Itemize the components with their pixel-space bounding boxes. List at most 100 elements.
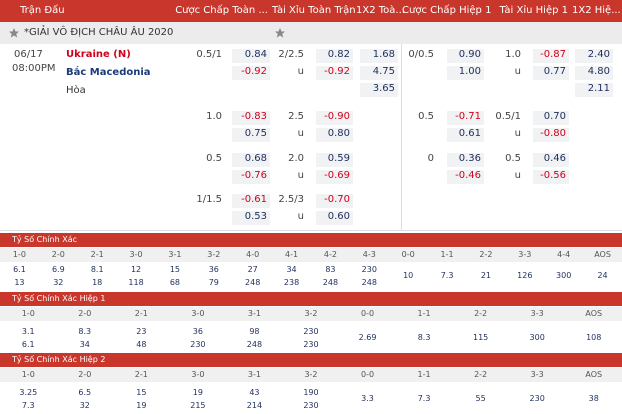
- odds-box: [447, 111, 484, 125]
- odds-value: 0.80: [327, 128, 350, 139]
- score-label: 4-2: [323, 250, 337, 259]
- section-title: Tỷ Số Chính Xác Hiệp 1: [12, 294, 106, 303]
- score-label: 1-1: [417, 309, 431, 318]
- league-row: [0, 22, 622, 44]
- score-label: 3-1: [168, 250, 182, 259]
- score-odds: 68: [169, 278, 181, 287]
- match-area: [0, 44, 622, 231]
- score-odds: 3.25: [19, 388, 38, 397]
- score-odds: 83: [325, 265, 336, 274]
- score-odds: 118: [128, 278, 144, 287]
- score-odds: 10: [403, 271, 414, 280]
- odds-box: [533, 111, 569, 125]
- score-odds: 6.1: [21, 340, 35, 349]
- line-label: 0.5: [505, 153, 521, 164]
- score-odds: 115: [472, 333, 489, 342]
- score-label: 3-3: [530, 370, 544, 379]
- score-odds: 19: [136, 401, 147, 410]
- odds-box: [447, 66, 484, 80]
- score-odds: 8.1: [90, 265, 104, 274]
- odds-value: 3.65: [372, 83, 395, 94]
- away-team: Bắc Macedonia: [66, 67, 151, 78]
- score-odds: 36: [192, 327, 203, 336]
- score-odds: 32: [53, 278, 64, 287]
- odds-value: 2.11: [587, 83, 610, 94]
- line-label: 0.5: [418, 111, 434, 122]
- score-label: 2-0: [78, 309, 92, 318]
- score-label: 1-1: [417, 370, 431, 379]
- score-label: 4-1: [285, 250, 299, 259]
- odds-box: [316, 111, 353, 125]
- odds-value: -0.61: [241, 194, 267, 205]
- score-label: 3-2: [207, 250, 221, 259]
- match-date: 06/17: [14, 49, 43, 60]
- score-header-row: [0, 248, 622, 262]
- odds-box: [232, 128, 270, 142]
- score-header-row: [0, 307, 622, 321]
- odds-box: [360, 83, 398, 97]
- score-odds: 2.69: [358, 333, 377, 342]
- odds-value: 0.68: [244, 153, 267, 164]
- score-odds: 3.1: [21, 327, 35, 336]
- section-bar: [0, 233, 622, 247]
- odds-box: [232, 153, 270, 167]
- score-odds: 3.3: [361, 394, 374, 403]
- odds-box: [575, 66, 613, 80]
- score-label: 3-3: [518, 250, 532, 259]
- score-odds: 230: [303, 401, 319, 410]
- score-odds: 32: [79, 401, 90, 410]
- odds-box: [533, 153, 569, 167]
- line-label: 2.5/3: [278, 194, 304, 205]
- line-label: 1.0: [505, 49, 521, 60]
- odds-value: -0.46: [455, 170, 481, 181]
- score-odds: 7.3: [440, 271, 454, 280]
- odds-value: -0.71: [455, 111, 481, 122]
- score-odds: 23: [136, 327, 147, 336]
- header-cell: Trận Đấu: [20, 5, 65, 16]
- odds-value: 0.90: [458, 49, 481, 60]
- score-label: 4-0: [246, 250, 260, 259]
- odds-value: 0.75: [244, 128, 267, 139]
- score-label: 4-3: [362, 250, 376, 259]
- score-odds: 8.3: [417, 333, 431, 342]
- odds-value: 1.68: [372, 49, 395, 60]
- odds-box: [316, 66, 353, 80]
- score-odds: 7.3: [21, 401, 35, 410]
- score-odds: 98: [249, 327, 260, 336]
- line-label: 0.5/1: [495, 111, 521, 122]
- odds-box: [316, 194, 353, 208]
- score-label: 3-2: [304, 370, 318, 379]
- odds-value: 1.00: [458, 66, 481, 77]
- odds-value: 0.84: [244, 49, 267, 60]
- header-cell: 1X2 Toà...: [356, 5, 405, 16]
- under-label: u: [514, 128, 521, 139]
- line-label: 0.5/1: [196, 49, 222, 60]
- odds-value: 0.61: [458, 128, 481, 139]
- score-odds: 15: [169, 265, 181, 274]
- score-odds: 38: [588, 394, 599, 403]
- line-label: 2/2.5: [278, 49, 304, 60]
- score-odds: 12: [130, 265, 142, 274]
- score-label: 3-0: [191, 309, 205, 318]
- score-odds: 300: [556, 271, 572, 280]
- score-label: 2-1: [134, 309, 148, 318]
- odds-box: [575, 83, 613, 97]
- odds-value: -0.80: [540, 128, 566, 139]
- odds-value: 4.75: [372, 66, 395, 77]
- score-label: 2-0: [78, 370, 92, 379]
- score-odds: 34: [286, 265, 297, 274]
- odds-value: -0.69: [324, 170, 350, 181]
- home-team: Ukraine (N): [66, 49, 131, 60]
- odds-value: 0.60: [327, 211, 350, 222]
- score-odds: 230: [303, 327, 319, 336]
- score-odds: 6.9: [51, 265, 65, 274]
- score-label: 4-4: [557, 250, 571, 259]
- odds-box: [232, 211, 270, 225]
- score-label: AOS: [585, 370, 603, 379]
- header-cell: Cược Chấp Toàn ...: [175, 5, 268, 16]
- odds-box: [232, 66, 270, 80]
- draw-label: Hòa: [66, 85, 86, 96]
- score-odds: 7.3: [417, 394, 431, 403]
- under-label: u: [297, 211, 304, 222]
- odds-box: [575, 49, 613, 63]
